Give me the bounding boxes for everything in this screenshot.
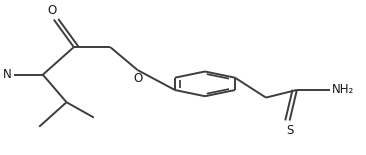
Text: N: N <box>3 68 12 81</box>
Text: NH₂: NH₂ <box>332 83 354 96</box>
Text: O: O <box>47 4 57 17</box>
Text: S: S <box>286 124 293 137</box>
Text: O: O <box>133 72 142 85</box>
